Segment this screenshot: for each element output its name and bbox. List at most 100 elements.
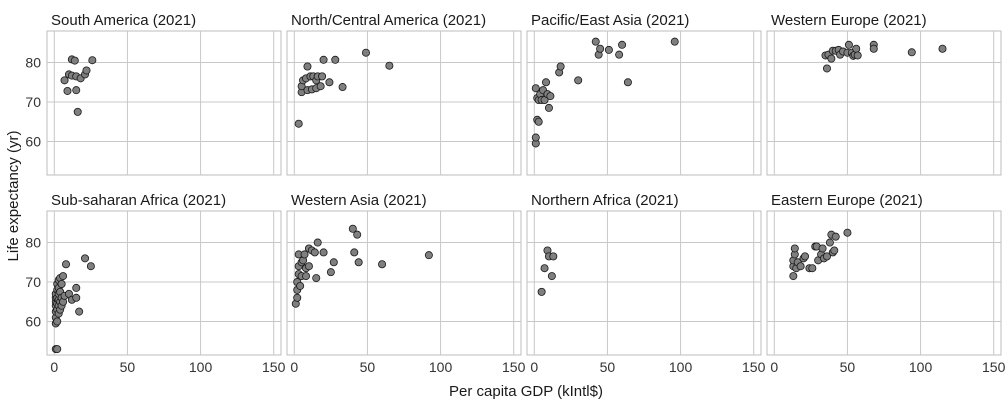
panel-title: Pacific/East Asia (2021): [531, 12, 689, 29]
data-point: [801, 252, 810, 261]
data-point: [72, 283, 81, 292]
data-point: [604, 45, 613, 54]
data-point: [326, 268, 335, 277]
data-point: [385, 61, 394, 70]
x-tick-label: 150: [742, 359, 766, 375]
x-axis-title: Per capita GDP (kIntl$): [449, 383, 603, 400]
panel-title: South America (2021): [51, 12, 196, 29]
data-point: [325, 78, 334, 87]
data-point: [318, 72, 327, 81]
data-point: [72, 293, 81, 302]
data-point: [424, 251, 433, 260]
data-point: [312, 274, 321, 283]
data-point: [294, 119, 303, 128]
data-point: [82, 66, 91, 75]
data-point: [537, 287, 546, 296]
data-point: [549, 252, 558, 261]
data-point: [853, 51, 862, 60]
data-point: [596, 44, 605, 53]
x-tick-label: 0: [770, 359, 778, 375]
panel-frame: [286, 210, 522, 356]
y-tick-label: 60: [25, 133, 41, 149]
data-point: [844, 40, 853, 49]
x-tick-label: 150: [982, 359, 1006, 375]
data-point: [796, 262, 805, 271]
panel-frame: [526, 210, 762, 356]
panel-frame: [286, 30, 522, 176]
data-point: [869, 44, 878, 53]
x-tick-label: 50: [600, 359, 616, 375]
data-point: [825, 238, 834, 247]
x-tick-label: 50: [840, 359, 856, 375]
data-point: [62, 260, 71, 269]
data-point: [789, 272, 798, 281]
data-point: [938, 44, 947, 53]
data-point: [310, 248, 319, 257]
panel-frame: [766, 30, 1002, 176]
data-point: [329, 258, 338, 267]
data-point: [302, 272, 311, 281]
x-tick-label: 50: [360, 359, 376, 375]
data-point: [57, 279, 66, 288]
y-tick-label: 70: [25, 274, 41, 290]
x-tick-label: 0: [50, 359, 58, 375]
data-point: [72, 86, 81, 95]
data-point: [53, 317, 62, 326]
data-point: [546, 92, 555, 101]
x-tick-label: 150: [502, 359, 526, 375]
panel-frame: [766, 210, 1002, 356]
data-point: [86, 262, 95, 271]
data-point: [293, 293, 302, 302]
data-point: [843, 228, 852, 237]
data-point: [547, 272, 556, 281]
data-point: [303, 62, 312, 71]
panel-frame: [46, 210, 282, 356]
panel-title: Western Asia (2021): [291, 192, 427, 209]
panel-frame: [46, 30, 282, 176]
data-point: [319, 55, 328, 64]
data-point: [75, 307, 84, 316]
x-tick-label: 150: [262, 359, 286, 375]
data-point: [556, 62, 565, 71]
data-point: [350, 248, 359, 257]
data-point: [81, 254, 90, 263]
data-point: [316, 82, 325, 91]
data-point: [59, 272, 68, 281]
data-point: [304, 262, 313, 271]
y-tick-label: 70: [25, 94, 41, 110]
y-tick-label: 80: [25, 235, 41, 251]
data-point: [531, 84, 540, 93]
data-point: [907, 48, 916, 57]
data-point: [73, 107, 82, 116]
panel-7: Northern Africa (2021) 0 50 100 150: [526, 192, 766, 375]
data-point: [623, 78, 632, 87]
panel-1: South America (2021) 60 70 80: [25, 12, 282, 176]
data-point: [63, 86, 72, 95]
panel-8: Eastern Europe (2021) 0 50 100 150: [766, 192, 1006, 375]
data-point: [827, 54, 836, 63]
data-point: [313, 238, 322, 247]
data-point: [354, 258, 363, 267]
panel-frame: [526, 30, 762, 176]
data-point: [670, 37, 679, 46]
panel-6: Western Asia (2021) 0 50 100 150: [286, 192, 526, 375]
data-point: [591, 37, 600, 46]
data-point: [615, 50, 624, 59]
data-point: [831, 232, 840, 241]
data-point: [70, 56, 79, 65]
data-point: [378, 260, 387, 269]
data-point: [618, 40, 627, 49]
panel-title: North/Central America (2021): [291, 12, 486, 29]
data-point: [830, 246, 839, 255]
panels-layer: South America (2021) 60 70 80 North/Central …: [25, 12, 1005, 375]
panel-title: Northern Africa (2021): [531, 192, 679, 209]
panel-4: Western Europe (2021): [766, 12, 1002, 176]
data-point: [331, 55, 340, 64]
y-tick-label: 60: [25, 313, 41, 329]
data-point: [60, 76, 69, 85]
data-point: [808, 264, 817, 273]
y-axis-title: Life expectancy (yr): [5, 131, 22, 262]
data-point: [574, 76, 583, 85]
data-point: [544, 103, 553, 112]
